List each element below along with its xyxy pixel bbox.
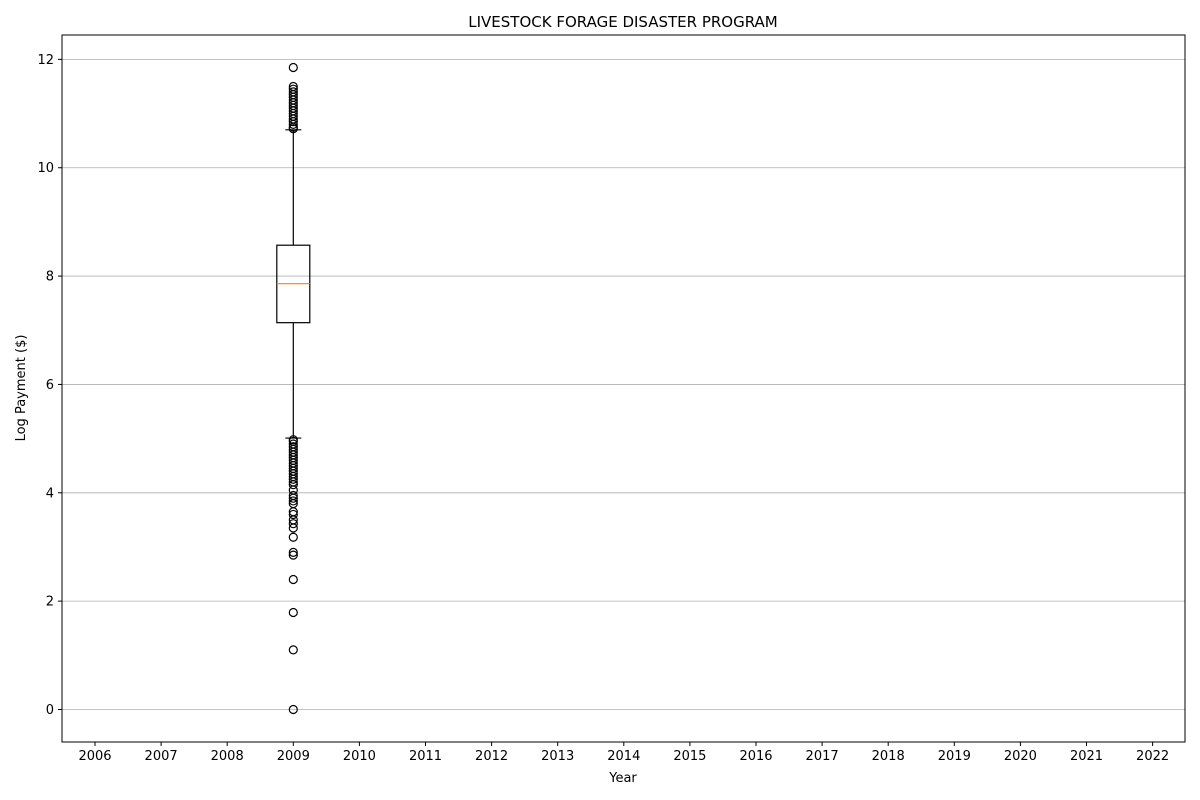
x-tick-label: 2020 [1004, 749, 1037, 764]
outlier-point [288, 532, 298, 542]
y-tick-label: 6 [46, 378, 54, 393]
y-tick-label: 10 [37, 161, 54, 176]
x-tick-label: 2007 [145, 749, 178, 764]
outlier-point [288, 62, 298, 73]
x-tick-label: 2011 [409, 749, 442, 764]
outlier-point [288, 547, 298, 557]
outlier-point [288, 124, 298, 134]
x-tick-label: 2012 [475, 749, 508, 764]
x-axis-ticks: 2006 2007 2008 2009 2010 2011 2012 2013 2014 2015… [78, 742, 1169, 764]
x-tick-label: 2021 [1070, 749, 1103, 764]
x-tick-label: 2016 [739, 749, 772, 764]
x-tick-label: 2018 [872, 749, 905, 764]
outlier-point [288, 493, 298, 503]
outlier-point [288, 574, 298, 585]
outlier-point [288, 550, 298, 560]
x-tick-label: 2017 [806, 749, 839, 764]
outlier-point [288, 523, 298, 533]
x-tick-label: 2008 [211, 749, 244, 764]
x-tick-label: 2022 [1136, 749, 1169, 764]
outlier-point [288, 645, 298, 655]
x-tick-label: 2009 [277, 749, 310, 764]
y-tick-label: 4 [46, 486, 54, 501]
outlier-point [288, 474, 298, 484]
y-axis-ticks: 0 2 4 6 8 10 12 [37, 53, 62, 718]
y-tick-label: 12 [37, 53, 54, 68]
plot-area-frame [61, 34, 1186, 743]
chart-title: LIVESTOCK FORAGE DISASTER PROGRAM [468, 13, 778, 31]
y-gridlines [62, 58, 1185, 710]
x-tick-label: 2010 [343, 749, 376, 764]
x-tick-label: 2015 [673, 749, 706, 764]
box-plot-layer [276, 62, 311, 715]
x-axis-label: Year [608, 771, 637, 786]
outlier-point [288, 704, 298, 715]
y-tick-label: 8 [46, 270, 54, 285]
x-tick-label: 2006 [78, 749, 111, 764]
outlier-point [288, 119, 298, 129]
box-2009 [276, 62, 311, 715]
y-tick-label: 0 [46, 703, 54, 718]
outlier-point [288, 496, 298, 506]
x-tick-label: 2019 [938, 749, 971, 764]
outlier-point [288, 480, 298, 490]
x-tick-label: 2013 [541, 749, 574, 764]
outlier-point [288, 607, 298, 618]
y-axis-label: Log Payment ($) [14, 335, 29, 442]
outlier-point [288, 509, 298, 520]
outlier-point [288, 519, 298, 529]
y-tick-label: 2 [46, 595, 54, 610]
x-tick-label: 2014 [607, 749, 640, 764]
outlier-point [288, 117, 298, 127]
